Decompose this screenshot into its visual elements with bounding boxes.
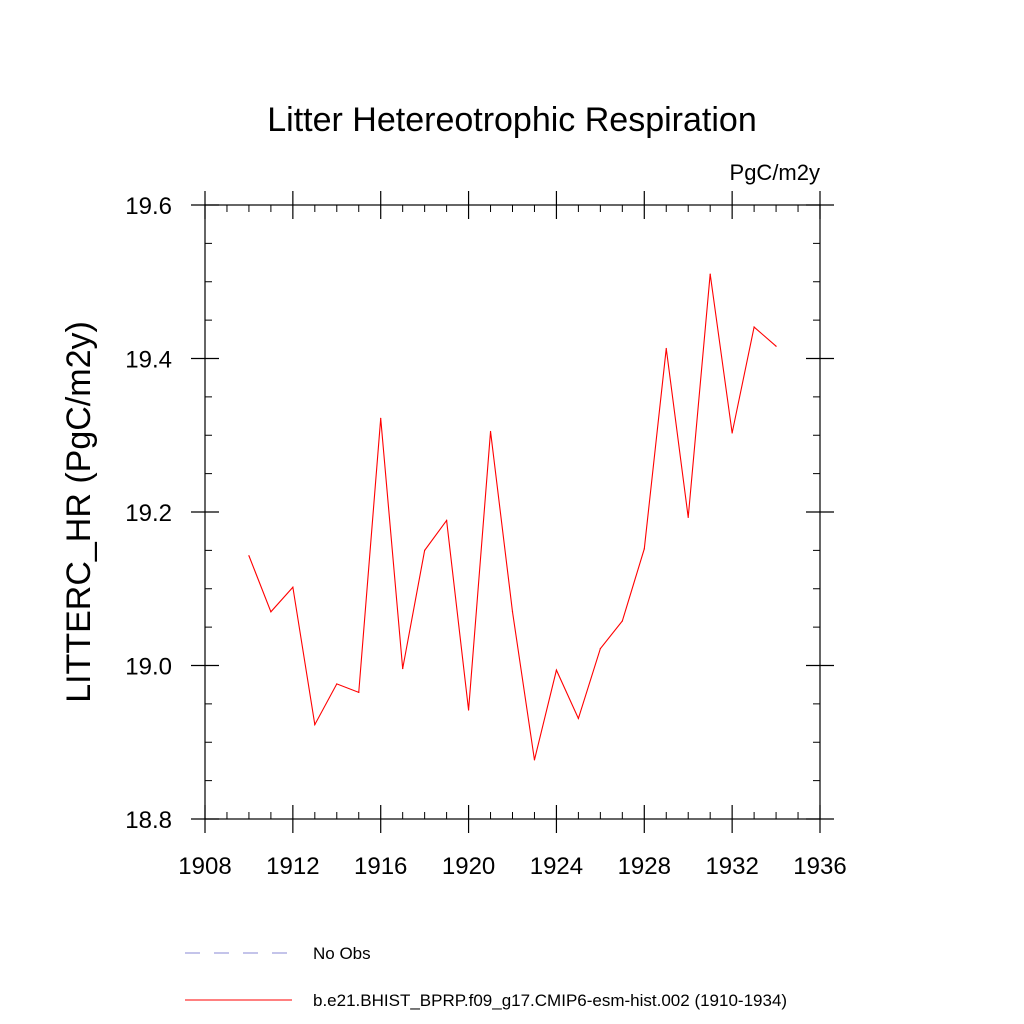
- y-tick-label: 19.0: [125, 654, 172, 681]
- x-tick-label: 1920: [442, 853, 495, 880]
- y-tick-label: 19.6: [125, 193, 172, 220]
- y-tick-labels: 18.8 19.0 19.2 19.4 19.6: [125, 193, 172, 834]
- x-tick-labels: 1908 1912 1916 1920 1924 1928 1932 1936: [178, 853, 846, 880]
- plot-frame: [204, 204, 821, 820]
- series-layer: [248, 273, 777, 761]
- units-label: PgC/m2y: [730, 160, 820, 185]
- x-tick-label: 1908: [178, 853, 231, 880]
- data-point: [775, 345, 777, 347]
- data-point: [336, 683, 338, 685]
- x-tick-label: 1932: [705, 853, 758, 880]
- y-tick-label: 19.2: [125, 500, 172, 527]
- legend-label-no-obs: No Obs: [313, 944, 371, 963]
- data-point: [753, 326, 755, 328]
- data-point: [314, 723, 316, 726]
- minor-ticks: [205, 205, 820, 819]
- legend-label-series: b.e21.BHIST_BPRP.f09_g17.CMIP6-esm-hist.…: [313, 991, 787, 1010]
- data-point: [709, 273, 711, 275]
- data-point: [533, 759, 536, 761]
- data-point: [643, 548, 645, 550]
- y-axis-label: LITTERC_HR (PgC/m2y): [60, 321, 98, 703]
- y-tick-label: 19.4: [125, 347, 172, 374]
- data-point: [577, 717, 579, 720]
- x-tick-label: 1912: [266, 853, 319, 880]
- x-tick-label: 1924: [530, 853, 583, 880]
- data-point: [599, 648, 601, 650]
- y-tick-label: 18.8: [125, 807, 172, 834]
- data-point: [402, 667, 404, 670]
- data-point: [292, 586, 294, 588]
- x-tick-label: 1936: [793, 853, 846, 880]
- data-point: [380, 417, 382, 419]
- data-point: [270, 611, 272, 613]
- data-point: [621, 620, 623, 622]
- x-tick-label: 1928: [618, 853, 671, 880]
- data-point: [424, 549, 426, 551]
- data-point: [511, 611, 514, 613]
- data-point: [489, 430, 492, 433]
- data-point: [446, 519, 448, 522]
- data-point: [687, 516, 689, 518]
- data-point: [665, 347, 667, 350]
- series-line: [248, 273, 777, 761]
- x-tick-label: 1916: [354, 853, 407, 880]
- data-point: [467, 709, 470, 711]
- legend: No Obs b.e21.BHIST_BPRP.f09_g17.CMIP6-es…: [185, 944, 787, 1010]
- major-ticks: [191, 191, 834, 833]
- data-point: [248, 555, 250, 557]
- chart-title: Litter Hetereotrophic Respiration: [267, 101, 756, 139]
- data-point: [731, 432, 733, 434]
- data-point: [358, 691, 360, 693]
- data-point: [555, 669, 558, 671]
